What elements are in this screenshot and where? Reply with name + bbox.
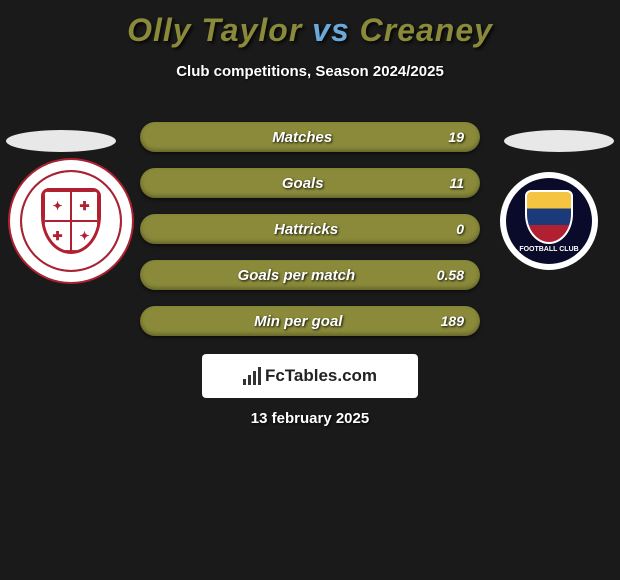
- stat-bar-hattricks: Hattricks 0: [140, 214, 480, 244]
- player1-ellipse: [6, 130, 116, 152]
- stat-label: Min per goal: [140, 313, 441, 330]
- bar-chart-icon: [243, 367, 261, 385]
- stat-bars: Matches 19 Goals 11 Hattricks 0 Goals pe…: [140, 122, 480, 352]
- subtitle: Club competitions, Season 2024/2025: [0, 63, 620, 80]
- stat-bar-goals: Goals 11: [140, 168, 480, 198]
- logo-text: FcTables.com: [265, 366, 377, 386]
- crest-right-label: FOOTBALL CLUB: [519, 246, 578, 253]
- stat-label: Hattricks: [140, 221, 456, 238]
- stat-label: Goals per match: [140, 267, 437, 284]
- comparison-title: Olly Taylor vs Creaney: [0, 0, 620, 49]
- player1-name: Olly Taylor: [127, 12, 302, 48]
- stat-bar-goals-per-match: Goals per match 0.58: [140, 260, 480, 290]
- fctables-logo: FcTables.com: [202, 354, 418, 398]
- stat-bar-min-per-goal: Min per goal 189: [140, 306, 480, 336]
- player2-ellipse: [504, 130, 614, 152]
- stat-value: 0.58: [437, 267, 464, 283]
- player2-name: Creaney: [360, 12, 493, 48]
- stat-value: 189: [441, 313, 464, 329]
- stat-bar-matches: Matches 19: [140, 122, 480, 152]
- club-crest-left: ✦ ✚ ✚ ✦: [22, 172, 120, 270]
- stat-label: Matches: [140, 129, 448, 146]
- stat-value: 0: [456, 221, 464, 237]
- stat-value: 19: [448, 129, 464, 145]
- stat-label: Goals: [140, 175, 449, 192]
- stat-value: 11: [449, 175, 464, 191]
- vs-text: vs: [312, 12, 350, 48]
- club-crest-right: FOOTBALL CLUB: [500, 172, 598, 270]
- date-text: 13 february 2025: [0, 410, 620, 427]
